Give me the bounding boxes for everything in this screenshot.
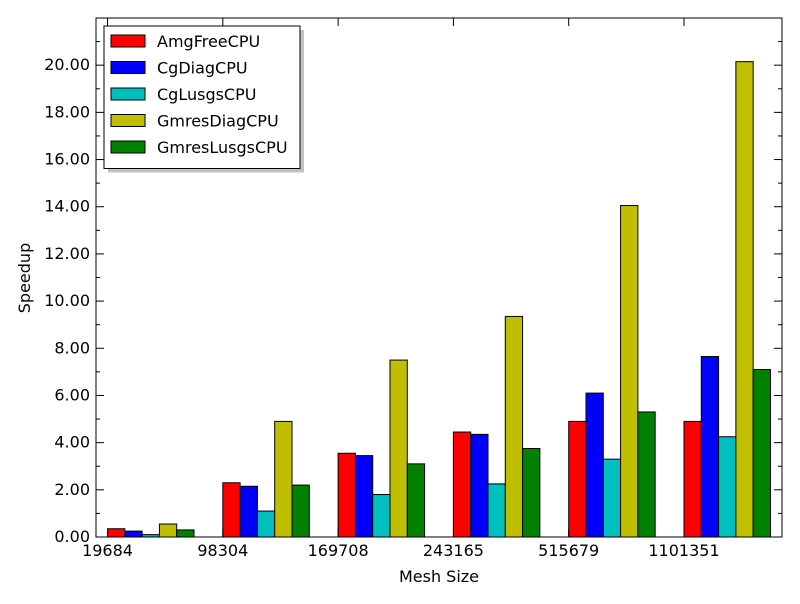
bar-GmresLusgsCPU-19684: [176, 529, 195, 538]
bar-CgLusgsCPU-169708: [372, 494, 391, 538]
legend-swatch-GmresDiagCPU: [110, 114, 146, 127]
y-tick-label: 6.00: [54, 385, 90, 404]
legend-swatch-AmgFreeCPU: [110, 34, 146, 48]
legend-label-CgDiagCPU: CgDiagCPU: [157, 59, 248, 78]
x-tick-label: 169708: [308, 541, 369, 560]
bar-GmresLusgsCPU-98304: [291, 484, 310, 538]
x-tick-label: 98304: [197, 541, 248, 560]
y-tick-label: 12.00: [44, 244, 90, 263]
ticks-layer: 0.00 2.00 4.00 6.00 8.00 10.00 12.00 14.00 16.00…: [44, 17, 782, 560]
bar-GmresDiagCPU-515679: [620, 205, 639, 538]
bar-AmgFreeCPU-1101351: [683, 420, 702, 538]
y-tick-label: 20.00: [44, 55, 90, 74]
y-tick-label: 14.00: [44, 197, 90, 216]
x-tick-label: 243165: [423, 541, 484, 560]
bar-CgLusgsCPU-1101351: [718, 436, 737, 538]
bar-AmgFreeCPU-98304: [222, 482, 241, 538]
bar-GmresLusgsCPU-243165: [522, 448, 541, 538]
bar-CgDiagCPU-169708: [354, 455, 374, 538]
bar-CgDiagCPU-98304: [239, 485, 258, 538]
bar-CgDiagCPU-1101351: [700, 356, 720, 538]
bars-layer: [107, 61, 771, 538]
x-axis-label: Mesh Size: [399, 567, 479, 586]
bar-GmresDiagCPU-19684: [158, 523, 178, 538]
bar-AmgFreeCPU-19684: [107, 528, 126, 538]
y-tick-label: 8.00: [54, 338, 90, 357]
bar-CgDiagCPU-515679: [585, 392, 604, 538]
legend-swatch-CgLusgsCPU: [110, 87, 146, 101]
bar-AmgFreeCPU-169708: [337, 452, 356, 538]
y-tick-label: 0.00: [54, 527, 90, 546]
bar-GmresDiagCPU-1101351: [735, 61, 754, 538]
bar-GmresLusgsCPU-169708: [406, 463, 426, 538]
bar-CgLusgsCPU-98304: [256, 510, 276, 538]
legend-label-GmresDiagCPU: GmresDiagCPU: [157, 112, 279, 131]
bar-GmresDiagCPU-169708: [389, 359, 408, 538]
legend-label-AmgFreeCPU: AmgFreeCPU: [157, 32, 260, 51]
x-tick-label: 1101351: [648, 541, 719, 560]
legend-swatch-GmresLusgsCPU: [110, 140, 146, 154]
bar-CgDiagCPU-19684: [124, 530, 143, 538]
y-tick-label: 16.00: [44, 150, 90, 169]
bar-GmresDiagCPU-98304: [274, 420, 293, 538]
bar-GmresLusgsCPU-515679: [637, 411, 656, 538]
y-axis-label: Speedup: [15, 243, 34, 313]
x-tick-label: 19684: [82, 541, 133, 560]
y-tick-label: 10.00: [44, 291, 90, 310]
legend: AmgFreeCPU CgDiagCPU CgLusgsCPU GmresDiagCP…: [103, 25, 304, 173]
bar-GmresDiagCPU-243165: [504, 315, 524, 538]
x-tick-label: 515679: [538, 541, 599, 560]
bar-CgLusgsCPU-243165: [487, 483, 506, 538]
bar-CgLusgsCPU-515679: [602, 458, 622, 538]
bar-AmgFreeCPU-243165: [452, 431, 472, 538]
bar-AmgFreeCPU-515679: [568, 420, 587, 538]
legend-label-GmresLusgsCPU: GmresLusgsCPU: [157, 138, 288, 157]
y-tick-label: 18.00: [44, 102, 90, 121]
y-tick-label: 4.00: [54, 433, 90, 452]
y-tick-label: 2.00: [54, 480, 90, 499]
legend-swatch-CgDiagCPU: [110, 61, 146, 74]
bar-CgDiagCPU-243165: [470, 433, 489, 538]
legend-label-CgLusgsCPU: CgLusgsCPU: [157, 85, 256, 104]
bar-GmresLusgsCPU-1101351: [752, 369, 771, 538]
